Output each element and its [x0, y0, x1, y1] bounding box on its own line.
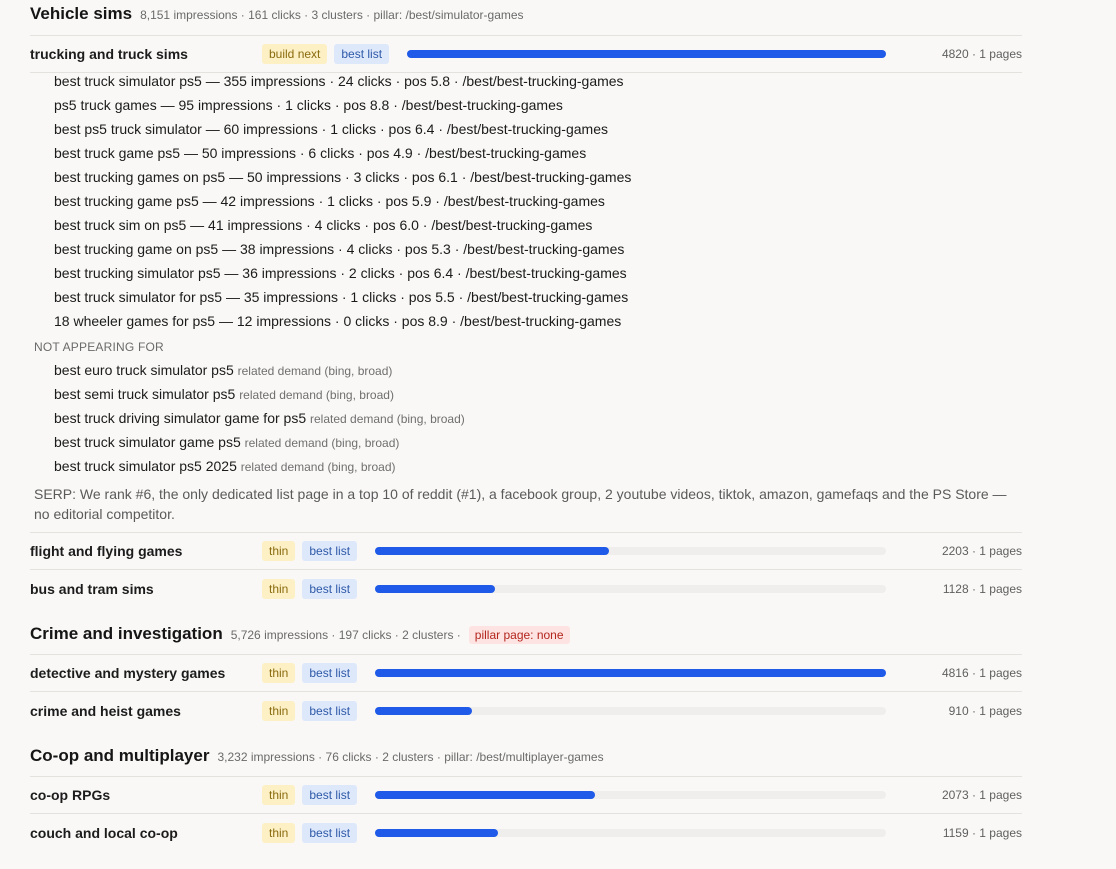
not-appearing-query: best euro truck simulator ps5 — [54, 362, 234, 378]
not-appearing-query: best truck driving simulator game for ps… — [54, 410, 307, 426]
cluster-count: 2203 · 1 pages — [941, 544, 1022, 558]
not-appearing-note: related demand (bing, broad) — [237, 364, 393, 378]
status-tag: thin — [262, 785, 296, 805]
cluster-count: 4820 · 1 pages — [941, 47, 1022, 61]
not-appearing-item: best truck simulator ps5 2025 related de… — [54, 458, 396, 474]
section-crime: Crime and investigation 5,726 impression… — [30, 624, 1022, 655]
cluster-name: trucking and truck sims — [30, 46, 188, 62]
impressions-bar-fill — [375, 547, 609, 555]
query-item: best truck sim on ps5 — 41 impressions ·… — [54, 217, 593, 233]
impressions-bar-fill — [375, 706, 472, 715]
impressions-bar-fill — [375, 669, 886, 677]
query-item: best trucking simulator ps5 — 36 impress… — [54, 265, 627, 281]
type-tag: best list — [302, 541, 358, 561]
cluster-row[interactable]: trucking and truck sims build next best … — [30, 36, 1022, 73]
query-item: best truck game ps5 — 50 impressions · 6… — [54, 145, 587, 161]
cluster-name: crime and heist games — [30, 702, 181, 719]
impressions-bar-fill — [375, 584, 495, 593]
type-tag: best list — [334, 44, 390, 64]
query-item: best ps5 truck simulator — 60 impression… — [54, 121, 608, 137]
query-item: best trucking game ps5 — 42 impressions … — [54, 193, 605, 209]
query-item: best truck simulator for ps5 — 35 impres… — [54, 289, 629, 305]
cluster-row[interactable]: crime and heist games thin best list 910… — [30, 692, 1022, 729]
status-tag: thin — [262, 822, 296, 843]
cluster-row[interactable]: flight and flying games thin best list 2… — [30, 533, 1022, 570]
not-appearing-query: best semi truck simulator ps5 — [54, 386, 236, 402]
impressions-bar-fill — [375, 828, 498, 837]
query-item: best truck simulator ps5 — 355 impressio… — [54, 73, 624, 89]
type-tag: best list — [302, 700, 358, 721]
section-meta: 8,151 impressions · 161 clicks · 3 clust… — [140, 8, 524, 22]
section-vehicle-sims: Vehicle sims 8,151 impressions · 161 cli… — [30, 4, 1022, 36]
impressions-bar — [375, 669, 886, 677]
impressions-bar — [375, 547, 886, 555]
cluster-row[interactable]: bus and tram sims thin best list 1128 · … — [30, 570, 1022, 607]
not-appearing-note: related demand (bing, broad) — [239, 388, 394, 402]
not-appearing-item: best euro truck simulator ps5 related de… — [54, 362, 392, 378]
query-item: 18 wheeler games for ps5 — 12 impression… — [54, 313, 622, 329]
section-title: Crime and investigation — [30, 624, 223, 643]
divider — [30, 532, 1022, 533]
not-appearing-item: best truck driving simulator game for ps… — [54, 410, 465, 426]
impressions-bar — [407, 50, 886, 58]
type-tag: best list — [302, 822, 358, 843]
cluster-count: 1128 · 1 pages — [942, 581, 1022, 596]
not-appearing-item: best truck simulator game ps5 related de… — [54, 434, 399, 450]
pillar-none-badge: pillar page: none — [468, 626, 570, 644]
impressions-bar — [375, 706, 886, 715]
section-title: Vehicle sims — [30, 4, 133, 23]
not-appearing-label: NOT APPEARING FOR — [34, 340, 164, 354]
type-tag: best list — [302, 785, 358, 805]
query-item: best trucking game on ps5 — 38 impressio… — [54, 241, 625, 257]
section-title: Co-op and multiplayer — [30, 746, 210, 765]
cluster-count: 4816 · 1 pages — [941, 666, 1022, 680]
impressions-bar-fill — [375, 791, 595, 799]
section-coop: Co-op and multiplayer 3,232 impressions … — [30, 746, 1022, 777]
cluster-count: 2073 · 1 pages — [941, 788, 1022, 802]
query-item: ps5 truck games — 95 impressions · 1 cli… — [54, 97, 563, 113]
cluster-row[interactable]: couch and local co-op thin best list 115… — [30, 814, 1022, 851]
status-tag: thin — [262, 663, 296, 683]
type-tag: best list — [302, 663, 358, 683]
type-tag: best list — [302, 578, 358, 599]
impressions-bar — [375, 791, 886, 799]
cluster-row[interactable]: co-op RPGs thin best list 2073 · 1 pages — [30, 777, 1022, 814]
not-appearing-query: best truck simulator ps5 2025 — [54, 458, 237, 474]
section-meta: 5,726 impressions · 197 clicks · 2 clust… — [230, 628, 461, 642]
cluster-name: bus and tram sims — [30, 580, 154, 597]
impressions-bar — [375, 828, 886, 837]
cluster-name: co-op RPGs — [30, 787, 111, 803]
not-appearing-note: related demand (bing, broad) — [240, 460, 396, 474]
impressions-bar — [375, 584, 886, 593]
cluster-count: 910 · 1 pages — [948, 703, 1022, 718]
status-tag: thin — [262, 541, 296, 561]
status-tag: thin — [262, 578, 296, 599]
impressions-bar-fill — [407, 50, 886, 58]
cluster-name: flight and flying games — [30, 543, 183, 559]
serp-note: SERP: We rank #6, the only dedicated lis… — [34, 486, 1007, 522]
not-appearing-note: related demand (bing, broad) — [244, 436, 400, 450]
not-appearing-item: best semi truck simulator ps5 related de… — [54, 386, 394, 402]
cluster-name: detective and mystery games — [30, 665, 226, 681]
cluster-count: 1159 · 1 pages — [942, 825, 1022, 840]
query-item: best trucking games on ps5 — 50 impressi… — [54, 169, 632, 185]
section-meta: 3,232 impressions · 76 clicks · 2 cluste… — [217, 750, 604, 764]
not-appearing-query: best truck simulator game ps5 — [54, 434, 241, 450]
not-appearing-note: related demand (bing, broad) — [310, 412, 465, 426]
section-header: Vehicle sims 8,151 impressions · 161 cli… — [30, 4, 1022, 36]
status-tag: thin — [262, 700, 296, 721]
cluster-name: couch and local co-op — [30, 824, 178, 841]
status-tag: build next — [262, 44, 328, 64]
cluster-row[interactable]: detective and mystery games thin best li… — [30, 655, 1022, 692]
